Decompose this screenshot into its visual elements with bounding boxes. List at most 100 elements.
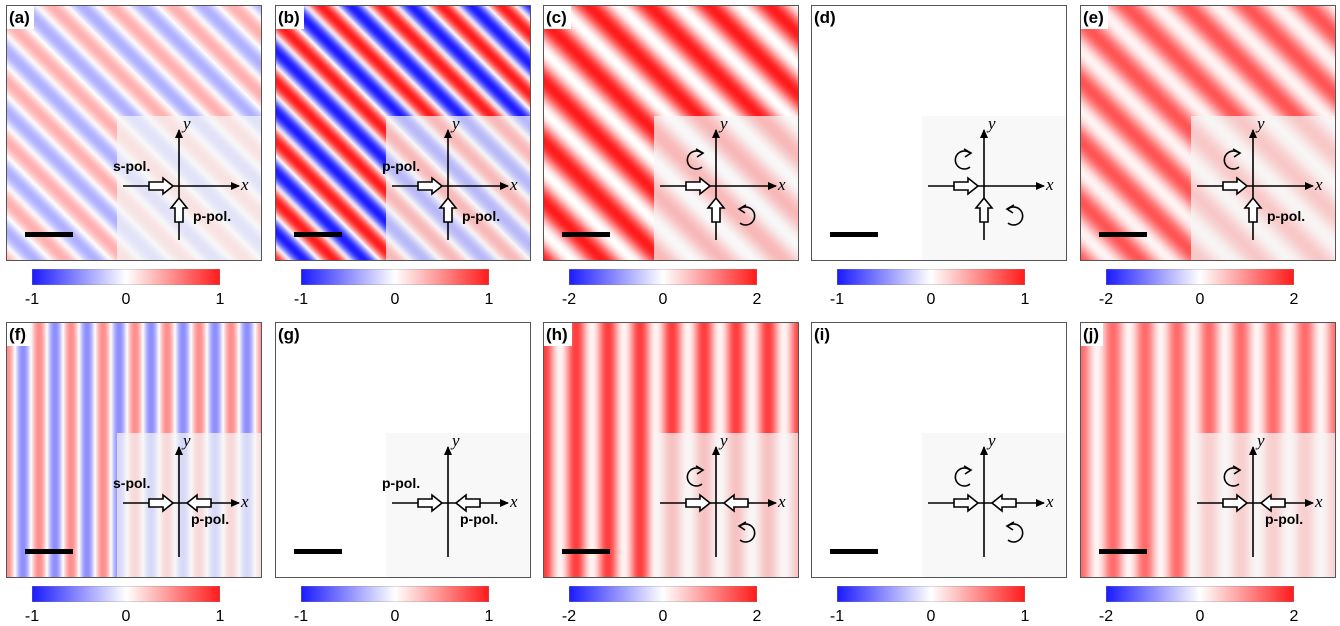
panel-label: (f) [7, 323, 30, 346]
spin-ccw-icon-head [963, 465, 973, 475]
field-map: x y (c) [543, 5, 799, 261]
colorbar [569, 269, 757, 285]
polarization-inset: x y s-pol. p-pol. [113, 431, 261, 577]
incident-beam-right-arrow [990, 493, 1017, 513]
scale-bar [830, 232, 878, 237]
spin-cw-icon [739, 206, 756, 226]
panel-label: (j) [1081, 323, 1104, 346]
x-axis-label: x [1315, 175, 1323, 194]
scale-bar [25, 549, 73, 554]
incident-beam-left-arrow [1222, 176, 1249, 196]
y-axis-label: y [720, 431, 728, 450]
colorbar-tick-label: 2 [1289, 608, 1299, 625]
colorbar [1106, 269, 1294, 285]
spin-ccw-icon-head [1232, 465, 1242, 475]
polarization-inset: x y p-pol. p-pol. [382, 431, 530, 577]
colorbar-tick-label: 0 [926, 608, 936, 625]
x-axis-label: x [241, 492, 249, 511]
incident-beam-left-arrow [685, 493, 712, 513]
y-axis-label: y [720, 114, 728, 133]
x-axis-label: x [510, 492, 518, 511]
x-axis-label: x [778, 492, 786, 511]
scale-bar [562, 232, 610, 237]
x-axis-label: x [510, 175, 518, 194]
scale-bar [294, 232, 342, 237]
colorbar-tick-label: 1 [215, 291, 225, 308]
colorbar-tick-label: 1 [484, 608, 494, 625]
field-map: x y p-pol. (e) [1080, 5, 1336, 261]
axes-diagram [1197, 446, 1314, 557]
polarization-inset: x y p-pol. [1191, 114, 1335, 260]
axes-diagram [928, 129, 1045, 240]
bottom-polarization-label: p-pol. [1267, 208, 1306, 224]
field-map: x y p-pol. p-pol. (b) [275, 5, 531, 261]
left-polarization-label: p-pol. [382, 158, 421, 174]
colorbar-tick-label: -1 [24, 291, 40, 308]
axes-diagram [660, 446, 777, 557]
panel-label: (e) [1081, 6, 1108, 29]
spin-ccw-icon-head [963, 148, 973, 158]
colorbar-tick-label: 1 [484, 291, 494, 308]
bottom-polarization-label: p-pol. [462, 208, 501, 224]
panel-label: (c) [544, 6, 571, 29]
colorbar-tick-label: 1 [215, 608, 225, 625]
colorbar-tick-label: 0 [390, 608, 400, 625]
incident-beam-right-arrow [1259, 493, 1286, 513]
y-axis-label: y [452, 114, 460, 133]
colorbar-tick-label: -2 [1098, 608, 1114, 625]
left-polarization-label: s-pol. [113, 158, 151, 174]
colorbar [301, 586, 489, 602]
axes-diagram [928, 446, 1045, 557]
colorbar-tick-label: 0 [658, 291, 668, 308]
y-axis-label: y [1257, 431, 1265, 450]
spin-ccw-icon [686, 467, 703, 487]
colorbar-tick-label: 0 [658, 608, 668, 625]
panel-label: (g) [276, 323, 304, 346]
axes-diagram [123, 446, 240, 557]
incident-beam-bottom-arrow [438, 196, 458, 223]
spin-ccw-icon [1223, 150, 1240, 170]
colorbar-tick-label: -2 [561, 291, 577, 308]
incident-beam-right-arrow [722, 493, 749, 513]
spin-ccw-icon [954, 467, 971, 487]
incident-beam-right-arrow [185, 493, 212, 513]
polarization-inset: x y s-pol. p-pol. [113, 114, 261, 260]
colorbar-tick-label: 0 [121, 291, 131, 308]
colorbar-tick-label: 2 [1289, 291, 1299, 308]
left-polarization-label: s-pol. [113, 475, 151, 491]
axes-diagram [123, 129, 240, 240]
colorbar-tick-label: 1 [1020, 608, 1030, 625]
bottom-polarization-label: p-pol. [460, 511, 499, 527]
colorbar-tick-label: -1 [293, 608, 309, 625]
colorbar-tick-label: 0 [926, 291, 936, 308]
axes-diagram [1197, 129, 1314, 240]
y-axis-label: y [988, 114, 996, 133]
x-axis-label: x [1046, 492, 1054, 511]
incident-beam-bottom-arrow [169, 196, 189, 223]
panel-label: (a) [7, 6, 34, 29]
colorbar [1106, 586, 1294, 602]
spin-ccw-icon [1223, 467, 1240, 487]
incident-beam-bottom-arrow [706, 196, 726, 223]
polarization-inset: x y p-pol. p-pol. [382, 114, 530, 260]
y-axis-label: y [452, 431, 460, 450]
scale-bar [25, 232, 73, 237]
y-axis-label: y [988, 431, 996, 450]
spin-cw-icon-head [737, 204, 747, 214]
colorbar-tick-label: -1 [24, 608, 40, 625]
spin-cw-icon [1007, 523, 1024, 543]
x-axis-label: x [778, 175, 786, 194]
incident-beam-bottom-arrow [1243, 196, 1263, 223]
incident-beam-left-arrow [417, 176, 444, 196]
colorbar-tick-label: -2 [561, 608, 577, 625]
axes-diagram [392, 129, 509, 240]
field-map: x y (h) [543, 322, 799, 578]
x-axis-label: x [241, 175, 249, 194]
y-axis-label: y [1257, 114, 1265, 133]
colorbar [32, 269, 220, 285]
spin-ccw-icon [954, 150, 971, 170]
field-map: x y p-pol. p-pol. (g) [275, 322, 531, 578]
field-map: x y (i) [811, 322, 1067, 578]
